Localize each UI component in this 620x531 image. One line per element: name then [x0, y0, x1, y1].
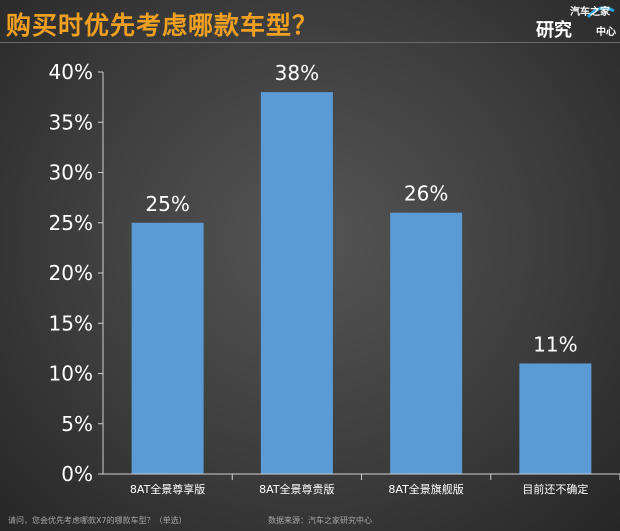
y-tick-label: 25% [49, 211, 93, 235]
y-tick-label: 0% [61, 462, 93, 486]
bar [390, 212, 463, 474]
logo-text-main: 研究 [536, 20, 572, 41]
data-label: 25% [145, 192, 189, 216]
logo-text-sub: 中心 [596, 27, 616, 38]
data-labels: 25% 38% 26% 11% [145, 61, 577, 356]
data-label: 26% [404, 182, 448, 206]
x-tick-label: 目前还不确定 [522, 482, 588, 496]
y-tick-label: 40% [49, 60, 93, 84]
bar [131, 222, 204, 474]
bars [131, 92, 592, 474]
x-axis: 8AT全景尊享版 8AT全景尊贵版 8AT全景旗舰版 目前还不确定 [103, 473, 620, 496]
y-tick-label: 20% [49, 261, 93, 285]
bar [260, 92, 333, 474]
y-tick-label: 35% [49, 110, 93, 134]
data-label: 38% [275, 61, 319, 85]
swoosh-icon [586, 6, 615, 19]
data-label: 11% [533, 332, 577, 356]
x-tick-label: 8AT全景尊享版 [130, 482, 205, 496]
chart-title: 购买时优先考虑哪款车型？ [6, 11, 319, 40]
y-axis: 0% 5% 10% 15% 20% 25% 30% 35% 40% [49, 60, 104, 486]
y-tick-label: 5% [61, 412, 93, 436]
y-tick-label: 30% [49, 161, 93, 185]
x-tick-label: 8AT全景尊贵版 [259, 482, 334, 496]
x-tick-label: 8AT全景旗舰版 [388, 482, 463, 496]
brand-logo: 汽车之家 研究 中心 [536, 3, 616, 41]
data-source: 数据来源：汽车之家研究中心 [268, 516, 372, 525]
survey-question: 请问，您会优先考虑哪款X7的哪款车型？（单选） [8, 516, 187, 525]
logo-text-top: 汽车之家 [570, 7, 610, 18]
bar [519, 363, 592, 474]
footer: 请问，您会优先考虑哪款X7的哪款车型？（单选） 数据来源：汽车之家研究中心 [0, 510, 620, 531]
y-tick-label: 10% [49, 362, 93, 386]
header: 购买时优先考虑哪款车型？ 汽车之家 研究 中心 [0, 0, 620, 43]
y-tick-label: 15% [49, 311, 93, 335]
